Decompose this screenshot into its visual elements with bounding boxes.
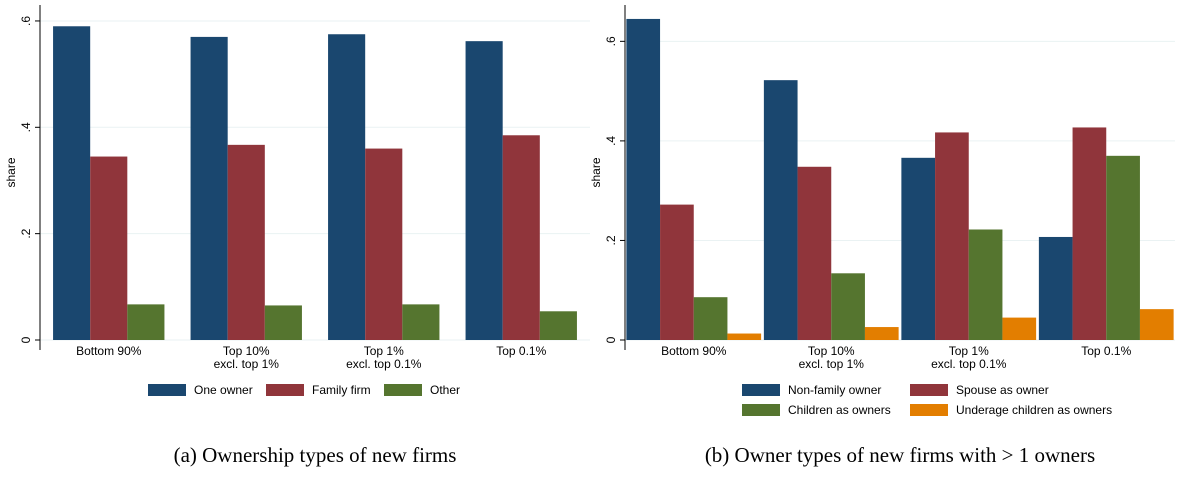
x-tick-label: Top 0.1% [496, 344, 547, 358]
legend-label: Spouse as owner [956, 383, 1049, 397]
bar [90, 156, 128, 340]
legend-swatch [910, 404, 948, 416]
bar [1072, 127, 1107, 340]
bar [968, 229, 1003, 340]
bar [831, 273, 865, 340]
x-tick-label: Top 10% excl. top 1% [798, 344, 864, 371]
y-tick-label: .6 [604, 36, 618, 46]
legend-swatch [148, 384, 186, 396]
x-tick-label: Top 1% excl. top 0.1% [346, 344, 422, 371]
bar [1139, 309, 1174, 340]
bar [190, 36, 228, 341]
bar [763, 80, 798, 340]
legend-label: Family firm [312, 383, 371, 397]
bar [53, 26, 91, 341]
bar [402, 304, 440, 340]
legend-label: Non-family owner [788, 383, 881, 397]
y-tick-label: .2 [19, 228, 33, 238]
bar [1038, 236, 1073, 340]
bar [264, 305, 302, 340]
bar [797, 166, 832, 340]
bar [864, 327, 899, 340]
bar [365, 148, 403, 340]
y-tick-label: 0 [19, 336, 33, 343]
bar [626, 18, 661, 341]
caption: (a) Ownership types of new firms [173, 443, 457, 467]
y-tick-label: .2 [604, 235, 618, 245]
bar [328, 34, 366, 340]
legend-label: Underage children as owners [956, 403, 1112, 417]
x-tick-label: Top 1% excl. top 0.1% [931, 344, 1007, 371]
bar [660, 204, 694, 340]
x-tick-label: Bottom 90% [661, 344, 727, 358]
x-tick-label: Bottom 90% [76, 344, 142, 358]
y-tick-label: .4 [604, 136, 618, 146]
legend-swatch [384, 384, 422, 396]
y-tick-label: .6 [19, 16, 33, 26]
x-tick-label: Top 0.1% [1081, 344, 1132, 358]
bar [727, 333, 762, 340]
bar [935, 132, 969, 340]
y-axis-label: share [589, 157, 603, 187]
legend-swatch [742, 384, 780, 396]
legend-swatch [910, 384, 948, 396]
legend-swatch [266, 384, 304, 396]
bar [227, 144, 265, 340]
legend-label: One owner [194, 383, 253, 397]
legend-label: Children as owners [788, 403, 891, 417]
legend-label: Other [430, 383, 460, 397]
bar [901, 157, 936, 340]
bar [127, 304, 165, 340]
y-tick-label: .4 [19, 122, 33, 132]
y-axis-label: share [4, 157, 18, 187]
bar [1106, 155, 1140, 340]
caption: (b) Owner types of new firms with > 1 ow… [704, 443, 1096, 467]
bar [1002, 317, 1037, 340]
y-tick-label: 0 [604, 336, 618, 343]
bar [539, 311, 577, 340]
bar [693, 297, 728, 340]
legend-swatch [742, 404, 780, 416]
bar [465, 41, 503, 341]
x-tick-label: Top 10% excl. top 1% [213, 344, 279, 371]
bar [502, 135, 540, 340]
